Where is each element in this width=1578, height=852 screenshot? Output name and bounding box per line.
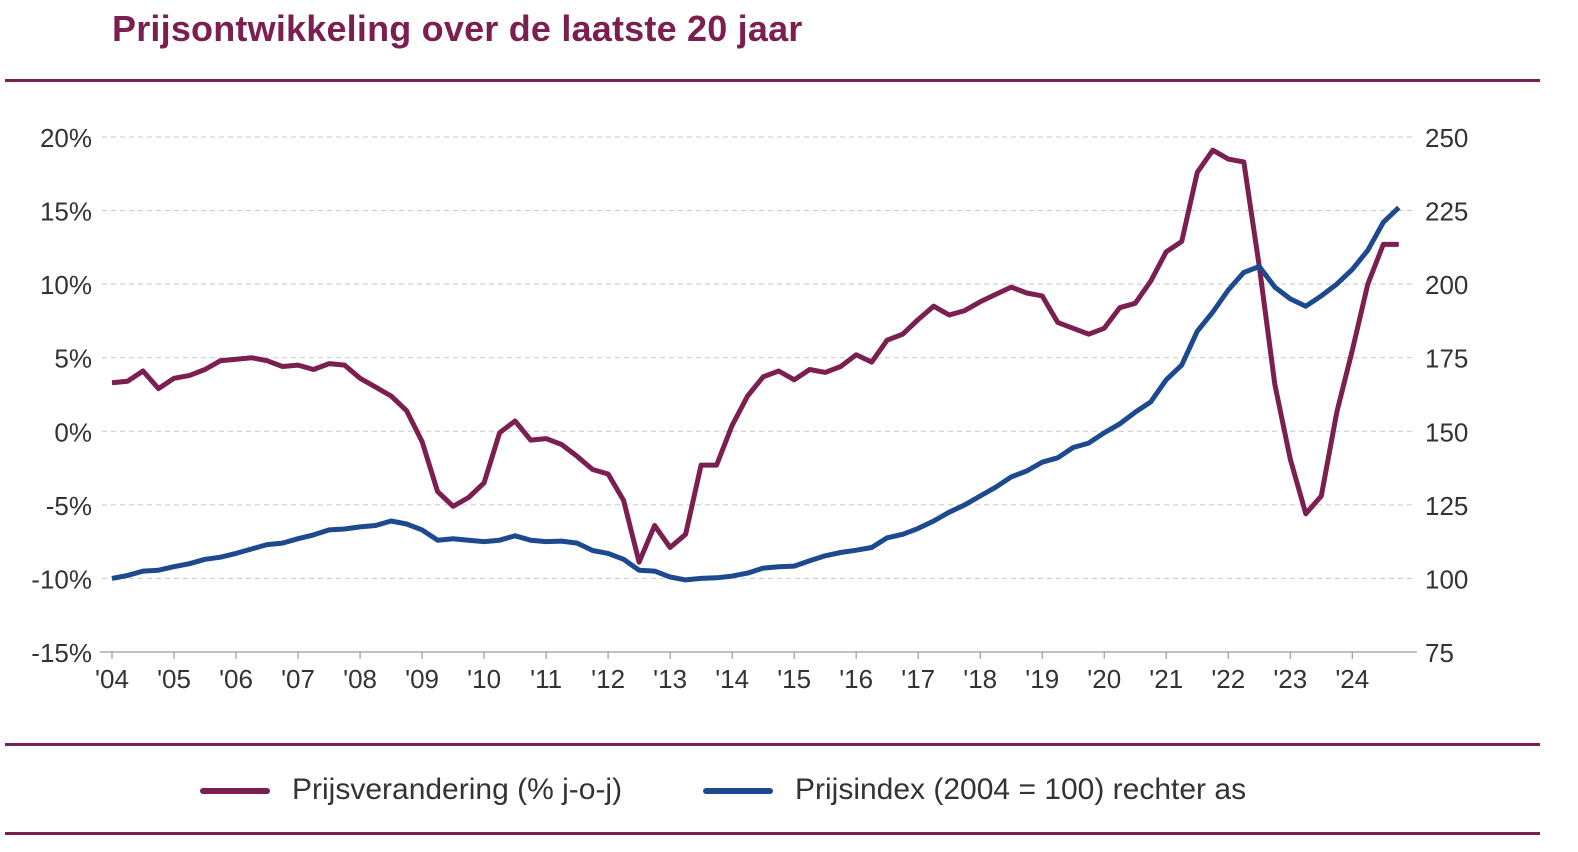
- chart-title: Prijsontwikkeling over de laatste 20 jaa…: [112, 8, 803, 49]
- x-axis-tick-label: '13: [653, 664, 687, 694]
- right-axis-tick-label: 250: [1425, 123, 1468, 153]
- x-axis-tick-label: '11: [530, 664, 562, 694]
- legend-item-price-index: Prijsindex (2004 = 100) rechter as: [703, 768, 1343, 818]
- x-axis-tick-label: '07: [281, 664, 315, 694]
- left-axis-tick-label: 20%: [40, 123, 92, 153]
- x-axis-tick-label: '17: [901, 664, 935, 694]
- x-axis-tick-label: '12: [591, 664, 625, 694]
- x-axis-tick-label: '23: [1273, 664, 1307, 694]
- legend-label-price-index: Prijsindex (2004 = 100) rechter as: [795, 773, 1247, 806]
- right-axis-tick-label: 150: [1425, 417, 1468, 447]
- left-axis: 20% 15% 10% 5% 0% -5% -10% -15%: [31, 123, 92, 668]
- right-axis: 250 225 200 175 150 125 100 75: [1425, 123, 1468, 668]
- x-axis: '04 '05 '06 '07 '08 '09 '10 '11 '12 '13 '14 '15 '16 '…: [95, 651, 1417, 694]
- left-axis-tick-label: 5%: [54, 344, 92, 374]
- right-axis-tick-label: 175: [1425, 344, 1468, 374]
- x-axis-tick-label: '22: [1211, 664, 1245, 694]
- series-line-price-change: [111, 147, 1399, 565]
- middle-divider: [5, 743, 1540, 746]
- legend-swatch-price-change: [200, 788, 270, 794]
- line-chart: 20% 15% 10% 5% 0% -5% -10% -15% 250 225 200 175 150…: [31, 123, 1468, 694]
- x-axis-tick-label: '24: [1335, 664, 1369, 694]
- legend-label-price-change: Prijsverandering (% j-o-j): [292, 773, 623, 806]
- x-axis-tick-label: '10: [467, 664, 501, 694]
- left-axis-tick-label: 0%: [54, 417, 92, 447]
- x-axis-tick-label: '19: [1025, 664, 1059, 694]
- right-axis-tick-label: 100: [1425, 564, 1468, 594]
- x-axis-tick-label: '14: [715, 664, 749, 694]
- x-axis-tick-label: '06: [219, 664, 253, 694]
- x-axis-tick-label: '08: [343, 664, 377, 694]
- right-axis-tick-label: 225: [1425, 197, 1468, 227]
- right-axis-tick-label: 125: [1425, 491, 1468, 521]
- x-axis-tick-label: '04: [95, 664, 129, 694]
- legend-swatch-price-index: [703, 788, 773, 794]
- series-layer: [111, 147, 1401, 583]
- x-axis-tick-label: '21: [1149, 664, 1183, 694]
- series-line-price-index: [111, 205, 1401, 583]
- left-axis-tick-label: 15%: [40, 197, 92, 227]
- top-divider: [5, 79, 1540, 82]
- x-axis-tick-label: '20: [1087, 664, 1121, 694]
- x-axis-tick-label: '18: [963, 664, 997, 694]
- right-axis-tick-label: 75: [1425, 638, 1454, 668]
- left-axis-tick-label: -15%: [31, 638, 92, 668]
- gridlines: [102, 136, 1415, 653]
- bottom-divider: [5, 832, 1540, 835]
- right-axis-tick-label: 200: [1425, 270, 1468, 300]
- x-axis-tick-label: '15: [777, 664, 811, 694]
- legend: Prijsverandering (% j-o-j) Prijsindex (2…: [0, 768, 1540, 818]
- legend-item-price-change: Prijsverandering (% j-o-j): [200, 768, 660, 818]
- left-axis-tick-label: -10%: [31, 564, 92, 594]
- left-axis-tick-label: -5%: [46, 491, 92, 521]
- left-axis-tick-label: 10%: [40, 270, 92, 300]
- x-axis-tick-label: '05: [157, 664, 191, 694]
- x-axis-tick-label: '09: [405, 664, 439, 694]
- x-axis-tick-label: '16: [839, 664, 873, 694]
